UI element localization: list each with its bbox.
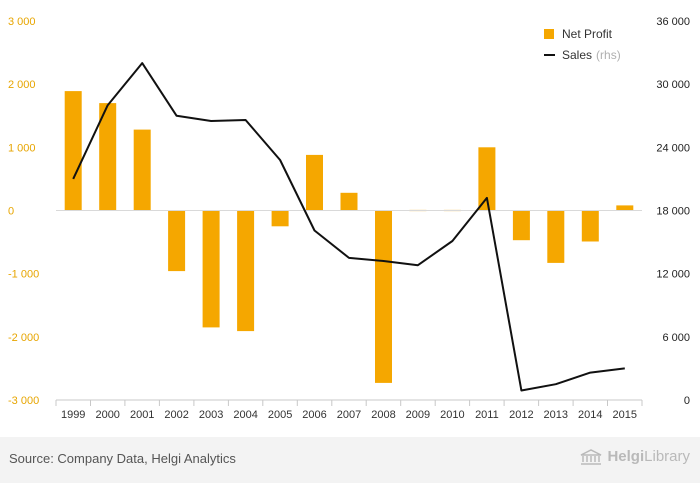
left-tick-label: -2 000 [8, 332, 39, 344]
bar-2015 [616, 205, 634, 211]
legend-label-sales: Sales (rhs) [562, 48, 621, 62]
right-tick-label: 12 000 [656, 269, 690, 281]
legend: Net Profit Sales (rhs) [544, 27, 621, 62]
x-tick-label: 2008 [371, 409, 395, 421]
x-tick-label: 2001 [130, 409, 154, 421]
bar-2012 [512, 210, 530, 241]
left-tick-label: 2 000 [8, 79, 36, 91]
bar-2007 [340, 192, 358, 211]
right-tick-label: 36 000 [656, 16, 690, 28]
bar-2000 [99, 103, 117, 211]
right-tick-label: 6 000 [662, 332, 690, 344]
legend-swatch-net-profit [544, 29, 554, 39]
chart: -3 000 -2 000 -1 000 0 1 000 2 000 3 000 0 6 00… [8, 16, 690, 421]
bar-2003 [202, 210, 220, 328]
bar-2011 [478, 147, 496, 211]
left-tick-label: -1 000 [8, 269, 39, 281]
x-tick-label: 2003 [199, 409, 223, 421]
left-tick-label: -3 000 [8, 395, 39, 407]
bar-1999 [64, 91, 82, 211]
bar-2002 [168, 210, 186, 272]
x-tick-label: 2015 [613, 409, 637, 421]
right-tick-label: 30 000 [656, 79, 690, 91]
x-tick-label: 2000 [95, 409, 119, 421]
bar-2006 [306, 154, 323, 211]
library-building-icon [581, 448, 602, 465]
brand-name: HelgiLibrary [607, 448, 690, 465]
left-axis: -3 000 -2 000 -1 000 0 1 000 2 000 3 000 [8, 16, 39, 407]
brand-suffix: Library [644, 448, 690, 465]
x-tick-label: 2002 [164, 409, 188, 421]
x-tick-label: 2011 [475, 409, 499, 421]
x-axis: 1999 2000 2001 2002 2003 2004 2005 2006 2007 2008… [55, 399, 643, 421]
line-series-sales [72, 62, 625, 392]
legend-label-net-profit: Net Profit [562, 27, 613, 41]
bar-2004 [237, 210, 255, 332]
brand-logo: HelgiLibrary [580, 448, 690, 465]
x-tick-label: 2005 [268, 409, 292, 421]
bar-2008 [375, 210, 392, 383]
x-tick-label: 2013 [544, 409, 568, 421]
x-tick-label: 2009 [406, 409, 430, 421]
x-tick-label: 2010 [440, 409, 464, 421]
bar-series-net-profit [64, 91, 634, 383]
bar-2005 [271, 210, 289, 227]
source-note: Source: Company Data, Helgi Analytics [9, 451, 236, 466]
x-tick-label: 2007 [337, 409, 361, 421]
x-tick-label: 1999 [61, 409, 85, 421]
right-tick-label: 18 000 [656, 206, 690, 218]
brand-prefix: Helgi [607, 448, 645, 465]
right-tick-label: 0 [684, 395, 690, 407]
right-axis: 0 6 000 12 000 18 000 24 000 30 000 36 000 [656, 16, 690, 407]
bar-2001 [133, 129, 151, 211]
legend-sales-rhs: (rhs) [596, 48, 621, 62]
x-tick-label: 2014 [578, 409, 602, 421]
sales-line [72, 62, 625, 392]
legend-sales-name: Sales [562, 48, 592, 62]
bar-2014 [581, 210, 599, 242]
bar-2013 [547, 210, 565, 263]
left-tick-label: 0 [8, 206, 14, 218]
footer: Source: Company Data, Helgi Analytics He… [0, 437, 700, 483]
x-tick-label: 2006 [302, 409, 326, 421]
left-tick-label: 1 000 [8, 142, 36, 154]
x-tick-label: 2012 [509, 409, 533, 421]
left-tick-label: 3 000 [8, 16, 36, 28]
right-tick-label: 24 000 [656, 142, 690, 154]
x-tick-label: 2004 [233, 409, 257, 421]
